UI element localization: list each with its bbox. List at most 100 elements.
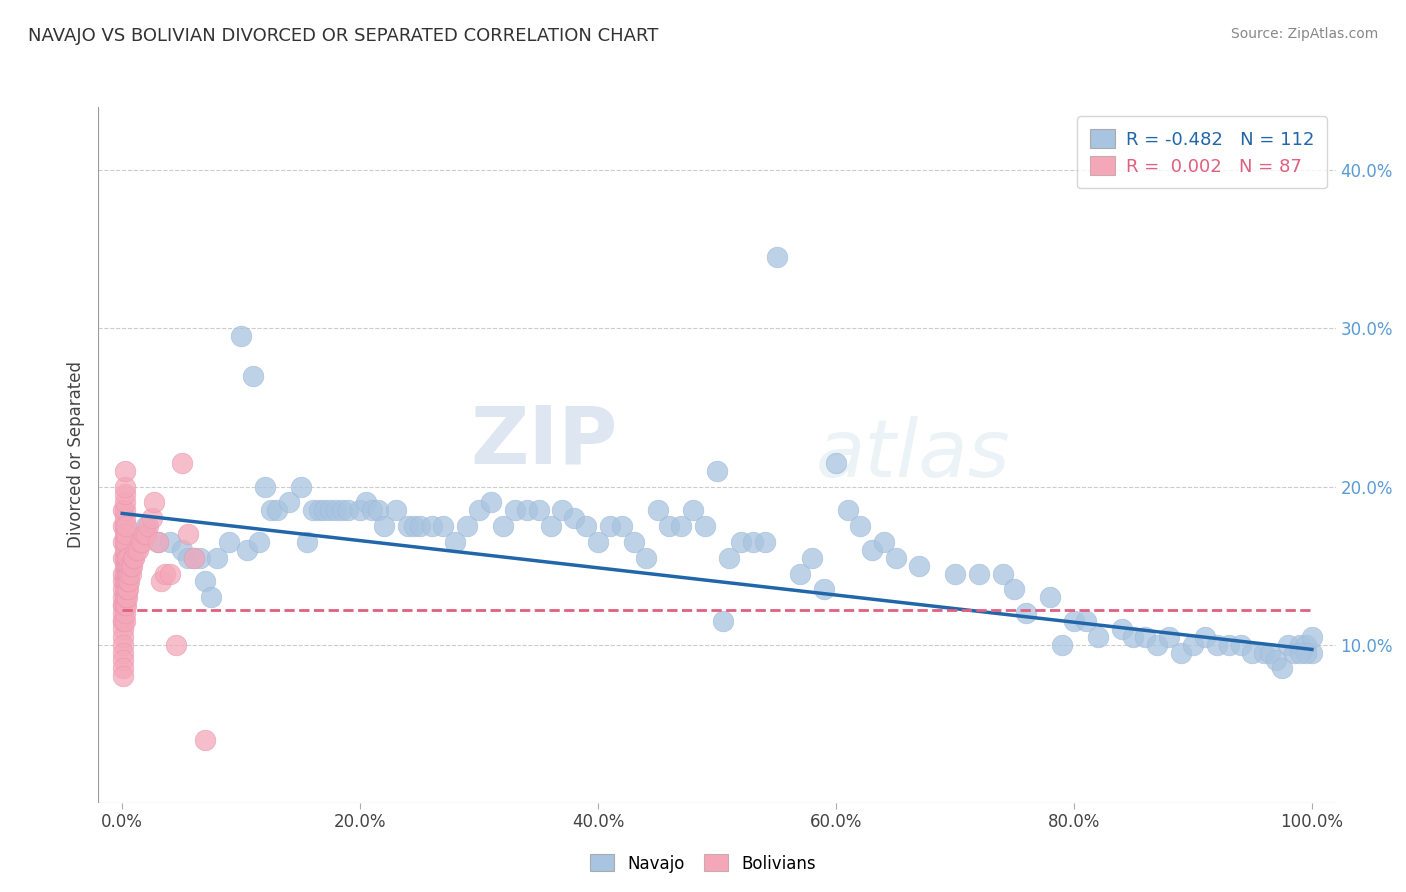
Point: [112, 638, 135, 652]
Point: [765, 250, 787, 264]
Point: [599, 519, 621, 533]
Point: [468, 503, 491, 517]
Point: [623, 534, 645, 549]
Point: [115, 591, 138, 605]
Point: [290, 479, 312, 493]
Point: [146, 534, 169, 549]
Point: [114, 558, 136, 573]
Point: [120, 558, 142, 573]
Point: [114, 519, 136, 533]
Point: [114, 582, 136, 597]
Point: [114, 574, 136, 589]
Point: [131, 534, 153, 549]
Legend: R = -0.482   N = 112, R =  0.002   N = 87: R = -0.482 N = 112, R = 0.002 N = 87: [1077, 116, 1327, 188]
Point: [1277, 638, 1299, 652]
Point: [114, 606, 136, 620]
Point: [789, 566, 811, 581]
Point: [402, 519, 425, 533]
Text: atlas: atlas: [815, 416, 1011, 494]
Legend: Navajo, Bolivians: Navajo, Bolivians: [583, 847, 823, 880]
Point: [170, 456, 193, 470]
Point: [908, 558, 931, 573]
Point: [114, 614, 136, 628]
Point: [1050, 638, 1073, 652]
Point: [420, 519, 443, 533]
Point: [1289, 638, 1312, 652]
Point: [114, 464, 136, 478]
Point: [114, 495, 136, 509]
Point: [610, 519, 633, 533]
Point: [1265, 653, 1288, 667]
Point: [444, 534, 467, 549]
Point: [112, 630, 135, 644]
Point: [165, 638, 187, 652]
Point: [1258, 646, 1281, 660]
Point: [1301, 646, 1323, 660]
Point: [112, 582, 135, 597]
Point: [1253, 646, 1275, 660]
Point: [115, 574, 138, 589]
Point: [247, 534, 270, 549]
Point: [112, 614, 135, 628]
Point: [967, 566, 990, 581]
Point: [586, 534, 609, 549]
Point: [266, 503, 288, 517]
Point: [396, 519, 419, 533]
Point: [112, 653, 135, 667]
Point: [634, 550, 657, 565]
Point: [516, 503, 538, 517]
Point: [991, 566, 1014, 581]
Point: [1218, 638, 1240, 652]
Point: [122, 550, 145, 565]
Point: [112, 646, 135, 660]
Point: [319, 503, 342, 517]
Point: [1111, 622, 1133, 636]
Point: [330, 503, 353, 517]
Point: [837, 503, 859, 517]
Point: [112, 550, 135, 565]
Text: ZIP: ZIP: [471, 402, 619, 480]
Point: [115, 582, 138, 597]
Point: [112, 598, 135, 612]
Point: [1229, 638, 1251, 652]
Point: [236, 542, 259, 557]
Point: [114, 511, 136, 525]
Point: [695, 519, 717, 533]
Point: [872, 534, 894, 549]
Point: [176, 527, 198, 541]
Point: [114, 534, 136, 549]
Point: [115, 566, 138, 581]
Point: [231, 329, 253, 343]
Point: [1194, 630, 1216, 644]
Point: [112, 622, 135, 636]
Point: [114, 566, 136, 581]
Point: [373, 519, 395, 533]
Point: [1181, 638, 1204, 652]
Point: [1004, 582, 1026, 597]
Point: [114, 558, 136, 573]
Point: [112, 534, 135, 549]
Point: [1295, 638, 1317, 652]
Point: [112, 669, 135, 683]
Point: [138, 519, 160, 533]
Point: [432, 519, 454, 533]
Point: [114, 550, 136, 565]
Point: [122, 550, 145, 565]
Point: [117, 574, 139, 589]
Point: [260, 503, 283, 517]
Point: [118, 566, 141, 581]
Point: [159, 534, 181, 549]
Point: [456, 519, 478, 533]
Point: [1282, 646, 1305, 660]
Point: [314, 503, 336, 517]
Point: [114, 574, 136, 589]
Point: [706, 464, 728, 478]
Point: [125, 542, 148, 557]
Point: [527, 503, 550, 517]
Point: [682, 503, 704, 517]
Point: [242, 368, 264, 383]
Point: [367, 503, 389, 517]
Point: [135, 519, 157, 533]
Point: [1295, 646, 1317, 660]
Point: [114, 534, 136, 549]
